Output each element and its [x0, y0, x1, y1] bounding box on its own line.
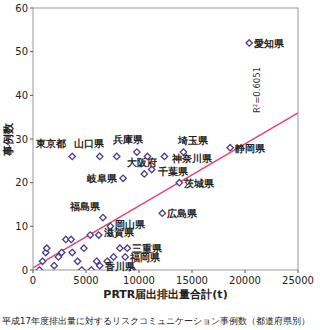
point — [159, 210, 165, 216]
point — [97, 153, 103, 159]
point — [69, 249, 75, 255]
point — [39, 258, 45, 264]
x-tick-label: 5000 — [73, 275, 98, 286]
point-label: 東京都 — [35, 138, 66, 149]
y-tick-label: 40 — [15, 90, 28, 101]
point-label: 茨城県 — [183, 178, 215, 189]
plot-frame — [33, 8, 298, 270]
point-label: 静岡県 — [234, 143, 266, 154]
y-tick-label: 0 — [22, 265, 28, 276]
point — [100, 214, 106, 220]
y-tick — [30, 51, 33, 52]
point — [176, 179, 182, 185]
point — [44, 245, 50, 251]
y-tick — [30, 95, 33, 96]
point — [87, 232, 93, 238]
x-tick-label: 20000 — [229, 275, 261, 286]
x-tick — [298, 270, 299, 273]
x-tick-label: 0 — [30, 275, 36, 286]
x-tick — [139, 270, 140, 273]
y-tick — [30, 182, 33, 183]
x-tick-label: 10000 — [123, 275, 155, 286]
point — [161, 153, 167, 159]
point — [74, 258, 80, 264]
point — [79, 267, 85, 270]
plot-marks — [33, 40, 298, 270]
x-tick-label: 25000 — [282, 275, 314, 286]
chart: 0 10 20 30 40 50 60 0 5000 10000 15000 20000 25000 PR… — [0, 0, 320, 330]
y-tick-label: 60 — [15, 3, 28, 14]
point — [88, 267, 94, 270]
x-tick — [245, 270, 246, 273]
point — [110, 254, 116, 260]
point — [122, 254, 128, 260]
point-label: 埼玉県 — [177, 135, 209, 146]
point — [120, 175, 126, 181]
point — [227, 145, 233, 151]
y-tick — [30, 8, 33, 9]
point-label: 大阪府 — [126, 157, 157, 168]
point-label: 広島県 — [166, 208, 198, 219]
x-axis-label: PRTR届出排出量合計(t) — [103, 288, 227, 301]
point-label: 神奈川県 — [171, 153, 213, 164]
y-tick-label: 50 — [15, 46, 28, 57]
annotation: R²=0.6051 — [252, 67, 262, 113]
point-label: 愛知県 — [254, 38, 285, 49]
point — [68, 236, 74, 242]
point — [141, 171, 147, 177]
point — [96, 232, 102, 238]
point-label: 岐阜県 — [87, 173, 118, 184]
point — [114, 153, 120, 159]
point-label: 福島県 — [69, 201, 101, 212]
point — [93, 258, 99, 264]
y-tick-label: 30 — [15, 134, 28, 145]
point — [51, 262, 57, 268]
point-label: 兵庫県 — [112, 134, 144, 145]
point — [134, 149, 140, 155]
point-label: 香川県 — [104, 261, 136, 272]
point-label: 山口県 — [74, 138, 105, 149]
point — [58, 249, 64, 255]
point — [246, 40, 252, 46]
x-tick — [33, 270, 34, 273]
y-tick-label: 20 — [15, 177, 28, 188]
point — [124, 245, 130, 251]
trendline — [33, 113, 298, 268]
point — [81, 245, 87, 251]
x-tick — [86, 270, 87, 273]
y-tick-label: 10 — [15, 221, 28, 232]
point-label: 滋賀県 — [103, 227, 135, 239]
point-label: 千葉県 — [157, 166, 189, 177]
caption: 平成17年度排出量に対するリスクコミュニケーション事例数（都道府県別） — [2, 316, 310, 326]
y-axis-label: 事例数 — [2, 122, 15, 157]
x-tick-label: 15000 — [176, 275, 208, 286]
y-tick — [30, 226, 33, 227]
point — [117, 245, 123, 251]
point — [69, 153, 75, 159]
x-tick — [192, 270, 193, 273]
point — [36, 267, 42, 270]
y-tick — [30, 139, 33, 140]
